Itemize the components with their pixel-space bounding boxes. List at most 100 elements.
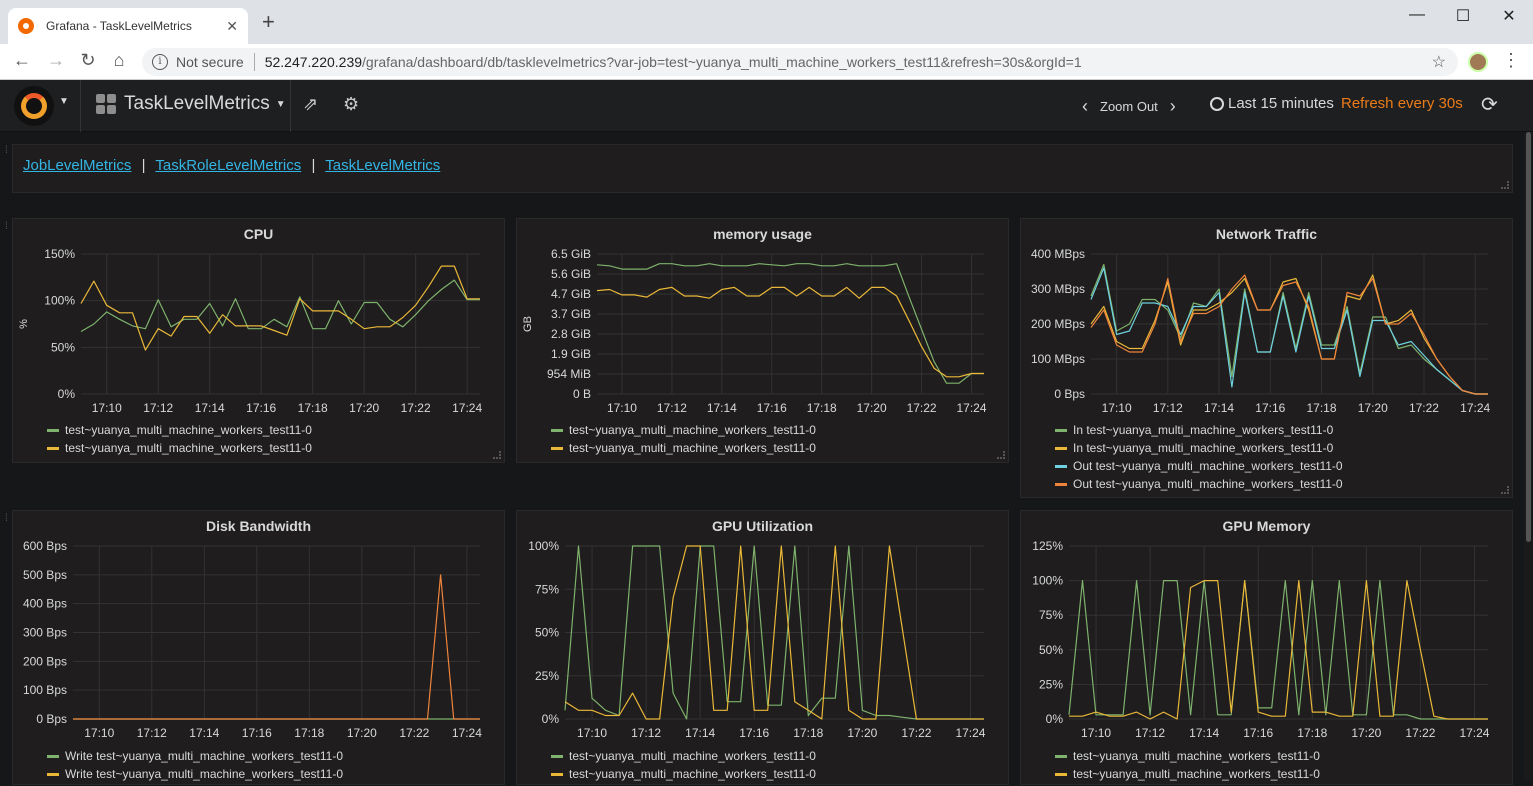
y-tick-label: 200 MBps: [1031, 317, 1085, 331]
legend-item[interactable]: test~yuanya_multi_machine_workers_test11…: [551, 765, 816, 783]
series-line[interactable]: [564, 545, 984, 720]
dashboard-picker[interactable]: TaskLevelMetrics ▼: [96, 93, 286, 115]
window-close-icon[interactable]: ✕: [1502, 8, 1516, 25]
series-line[interactable]: [1090, 274, 1488, 395]
new-tab-button[interactable]: +: [262, 9, 275, 34]
row-drag-handle-icon[interactable]: ⁞: [5, 221, 8, 232]
bookmark-star-icon[interactable]: ☆: [1431, 54, 1446, 71]
panel-resize-handle[interactable]: [1501, 181, 1509, 189]
link-separator: |: [141, 157, 146, 174]
link-tasklevelmetrics[interactable]: TaskLevelMetrics: [325, 157, 441, 174]
legend-item[interactable]: Write test~yuanya_multi_machine_workers_…: [47, 747, 343, 765]
series-line[interactable]: [1090, 263, 1488, 395]
legend-label: test~yuanya_multi_machine_workers_test11…: [569, 423, 816, 437]
x-tick-label: 17:22: [901, 726, 931, 740]
legend-swatch: [1055, 464, 1067, 468]
url-input[interactable]: i Not secure 52.247.220.239 /grafana/das…: [142, 48, 1458, 76]
legend-item[interactable]: test~yuanya_multi_machine_workers_test11…: [551, 439, 816, 457]
legend-item[interactable]: test~yuanya_multi_machine_workers_test11…: [47, 439, 312, 457]
legend-swatch: [551, 446, 563, 450]
scrollbar-thumb[interactable]: [1526, 132, 1531, 542]
x-tick-label: 17:24: [452, 401, 482, 415]
x-tick-label: 17:14: [707, 401, 737, 415]
series-line[interactable]: [1069, 579, 1488, 720]
series-line[interactable]: [1090, 274, 1488, 395]
gpu-memory-panel: 125% 100% 75% 50% 25% 0% 17:10 17:12 17:14 17:16 1…: [1020, 510, 1513, 785]
x-tick-label: 17:20: [1358, 401, 1388, 415]
y-tick-label: 200 Bps: [23, 654, 67, 668]
x-tick-label: 17:22: [401, 401, 431, 415]
info-icon[interactable]: i: [152, 54, 168, 70]
refresh-interval-label[interactable]: Refresh every 30s: [1341, 95, 1463, 112]
series-line[interactable]: [80, 265, 480, 351]
not-secure-label[interactable]: Not secure: [176, 54, 244, 70]
legend-item[interactable]: test~yuanya_multi_machine_workers_test11…: [551, 747, 816, 765]
home-icon[interactable]: ⌂: [113, 50, 125, 70]
panel-title[interactable]: memory usage: [713, 226, 812, 242]
y-tick-label: 0 B: [573, 387, 591, 401]
page-scrollbar[interactable]: [1524, 132, 1533, 781]
panel-resize-handle[interactable]: [493, 451, 501, 459]
legend-item[interactable]: In test~yuanya_multi_machine_workers_tes…: [1055, 439, 1343, 457]
y-tick-label: 1.9 GiB: [551, 347, 591, 361]
browser-menu-icon[interactable]: ⋮: [1502, 50, 1520, 70]
profile-avatar[interactable]: [1468, 52, 1488, 72]
series-line[interactable]: [564, 545, 984, 720]
x-tick-label: 17:24: [452, 726, 482, 740]
legend-item[interactable]: Out test~yuanya_multi_machine_workers_te…: [1055, 457, 1343, 475]
series-line[interactable]: [73, 574, 480, 720]
network-traffic-panel: 400 MBps 300 MBps 200 MBps 100 MBps 0 Bps 17:…: [1020, 218, 1513, 498]
row-drag-handle-icon[interactable]: ⁞: [5, 145, 8, 156]
y-tick-label: 50%: [51, 340, 75, 354]
row-drag-handle-icon[interactable]: ⁞: [5, 513, 8, 524]
zoom-out-button[interactable]: Zoom Out: [1100, 99, 1158, 114]
series-line[interactable]: [596, 263, 984, 384]
legend-item[interactable]: Write test~yuanya_multi_machine_workers_…: [47, 765, 343, 783]
panel-title[interactable]: GPU Memory: [1222, 518, 1311, 534]
x-tick-label: 17:14: [195, 401, 225, 415]
legend-item[interactable]: Out test~yuanya_multi_machine_workers_te…: [1055, 475, 1343, 493]
gpu-utilization-panel: 100% 75% 50% 25% 0% 17:10 17:12 17:14 17:16 17:18…: [516, 510, 1009, 785]
tab-close-icon[interactable]: ✕: [226, 17, 238, 34]
back-icon[interactable]: ←: [13, 50, 31, 70]
grafana-logo-icon[interactable]: [14, 86, 54, 126]
reload-icon[interactable]: ↻: [80, 50, 96, 70]
panel-title[interactable]: Network Traffic: [1215, 226, 1318, 242]
series-line[interactable]: [80, 279, 480, 333]
x-tick-label: 17:18: [793, 726, 823, 740]
series-line[interactable]: [1068, 579, 1488, 720]
minimize-icon[interactable]: —: [1409, 6, 1425, 23]
settings-gear-icon[interactable]: ⚙: [343, 94, 360, 114]
x-tick-label: 17:16: [757, 401, 787, 415]
legend-label: Write test~yuanya_multi_machine_workers_…: [65, 767, 344, 781]
series-line[interactable]: [1090, 267, 1488, 395]
link-taskrolelevelmetrics[interactable]: TaskRoleLevelMetrics: [155, 157, 302, 174]
side-menu-caret-icon[interactable]: ▼: [59, 96, 69, 107]
legend-item[interactable]: test~yuanya_multi_machine_workers_test11…: [1055, 747, 1320, 765]
x-tick-label: 17:22: [1409, 401, 1439, 415]
panel-resize-handle[interactable]: [997, 451, 1005, 459]
time-forward-chevron-icon[interactable]: ›: [1169, 96, 1176, 116]
time-back-chevron-icon[interactable]: ‹: [1082, 96, 1088, 116]
x-tick-label: 17:20: [1351, 726, 1381, 740]
refresh-icon[interactable]: ⟳: [1481, 94, 1498, 116]
y-tick-label: 100%: [44, 294, 75, 308]
share-icon[interactable]: ⇗: [303, 94, 319, 114]
y-axis-label: %: [18, 319, 30, 329]
forward-icon[interactable]: →: [47, 50, 65, 70]
link-joblevelmetrics[interactable]: JobLevelMetrics: [23, 157, 132, 174]
series-line[interactable]: [596, 286, 984, 378]
panel-resize-handle[interactable]: [1501, 486, 1509, 494]
navbar-divider: [290, 80, 291, 132]
panel-title[interactable]: GPU Utilization: [711, 518, 814, 534]
legend-item[interactable]: In test~yuanya_multi_machine_workers_tes…: [1055, 421, 1343, 439]
browser-tab[interactable]: Grafana - TaskLevelMetrics ✕: [8, 8, 248, 44]
legend-item[interactable]: test~yuanya_multi_machine_workers_test11…: [551, 421, 816, 439]
legend-item[interactable]: test~yuanya_multi_machine_workers_test11…: [1055, 765, 1320, 783]
maximize-icon[interactable]: ☐: [1455, 8, 1471, 25]
panel-title[interactable]: Disk Bandwidth: [205, 518, 311, 534]
panel-title[interactable]: CPU: [243, 226, 274, 242]
x-tick-label: 17:22: [907, 401, 937, 415]
legend-item[interactable]: test~yuanya_multi_machine_workers_test11…: [47, 421, 312, 439]
time-range-picker[interactable]: Last 15 minutes: [1210, 95, 1334, 112]
